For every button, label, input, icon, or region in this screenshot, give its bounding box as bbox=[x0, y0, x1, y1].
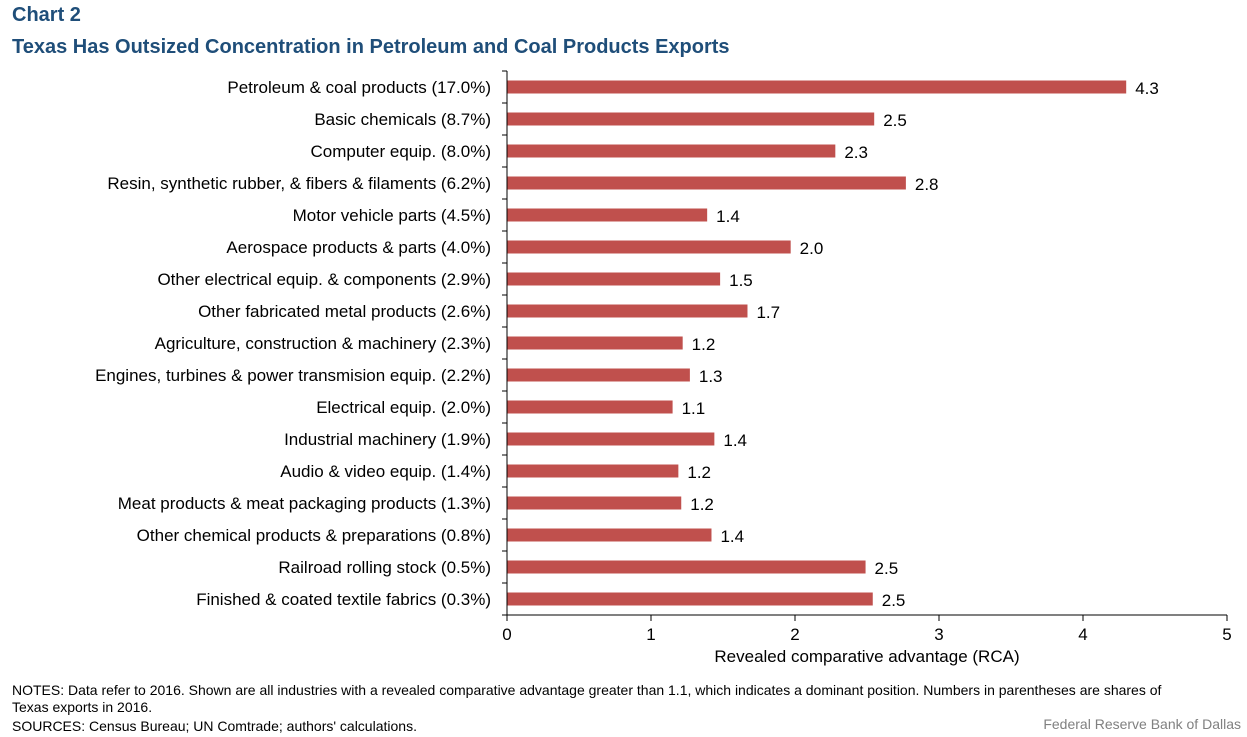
data-label: 2.5 bbox=[875, 559, 899, 578]
bar bbox=[507, 144, 836, 158]
x-tick-label: 0 bbox=[502, 625, 511, 644]
data-label: 1.4 bbox=[720, 527, 744, 546]
chart-label: Chart 2 bbox=[12, 4, 81, 26]
x-tick-label: 1 bbox=[646, 625, 655, 644]
category-label: Finished & coated textile fabrics (0.3%) bbox=[196, 590, 491, 609]
data-label: 1.2 bbox=[687, 463, 711, 482]
data-label: 2.8 bbox=[915, 175, 939, 194]
bar bbox=[507, 496, 682, 510]
chart-title: Texas Has Outsized Concentration in Petr… bbox=[12, 36, 730, 58]
category-label: Industrial machinery (1.9%) bbox=[284, 430, 491, 449]
data-label: 2.0 bbox=[800, 239, 824, 258]
bar bbox=[507, 560, 866, 574]
data-label: 2.5 bbox=[882, 591, 906, 610]
category-label: Basic chemicals (8.7%) bbox=[314, 110, 491, 129]
bar bbox=[507, 112, 875, 126]
category-label: Railroad rolling stock (0.5%) bbox=[278, 558, 491, 577]
data-label: 2.3 bbox=[844, 143, 868, 162]
bar bbox=[507, 368, 690, 382]
sources: SOURCES: Census Bureau; UN Comtrade; aut… bbox=[12, 718, 417, 734]
data-label: 1.4 bbox=[716, 207, 740, 226]
bar bbox=[507, 304, 748, 318]
bar bbox=[507, 432, 715, 446]
bar bbox=[507, 176, 906, 190]
bar bbox=[507, 336, 683, 350]
category-label: Computer equip. (8.0%) bbox=[311, 142, 491, 161]
bar bbox=[507, 208, 708, 222]
category-label: Meat products & meat packaging products … bbox=[118, 494, 491, 513]
data-label: 1.7 bbox=[756, 303, 780, 322]
data-label: 1.5 bbox=[729, 271, 753, 290]
category-label: Aerospace products & parts (4.0%) bbox=[226, 238, 491, 257]
category-label: Agriculture, construction & machinery (2… bbox=[155, 334, 491, 353]
x-tick-label: 3 bbox=[934, 625, 943, 644]
category-label: Resin, synthetic rubber, & fibers & fila… bbox=[107, 174, 491, 193]
data-label: 2.5 bbox=[883, 111, 907, 130]
category-label: Petroleum & coal products (17.0%) bbox=[227, 78, 491, 97]
data-label: 1.1 bbox=[682, 399, 706, 418]
category-label: Audio & video equip. (1.4%) bbox=[280, 462, 491, 481]
category-label: Other electrical equip. & components (2.… bbox=[157, 270, 491, 289]
data-label: 1.3 bbox=[699, 367, 723, 386]
data-label: 1.4 bbox=[723, 431, 747, 450]
category-label: Motor vehicle parts (4.5%) bbox=[293, 206, 491, 225]
category-label: Engines, turbines & power transmision eq… bbox=[95, 366, 491, 385]
bar bbox=[507, 240, 791, 254]
category-label: Other chemical products & preparations (… bbox=[137, 526, 491, 545]
data-label: 4.3 bbox=[1135, 79, 1159, 98]
x-tick-label: 5 bbox=[1222, 625, 1231, 644]
x-axis-title: Revealed comparative advantage (RCA) bbox=[714, 647, 1019, 666]
bar bbox=[507, 592, 873, 606]
credit: Federal Reserve Bank of Dallas bbox=[1043, 716, 1241, 732]
notes: NOTES: Data refer to 2016. Shown are all… bbox=[12, 682, 1162, 715]
bar bbox=[507, 80, 1127, 94]
data-label: 1.2 bbox=[690, 495, 714, 514]
bar bbox=[507, 464, 679, 478]
bar bbox=[507, 272, 721, 286]
x-tick-label: 2 bbox=[790, 625, 799, 644]
bar bbox=[507, 528, 712, 542]
x-tick-label: 4 bbox=[1078, 625, 1087, 644]
bar bbox=[507, 400, 673, 414]
category-label: Other fabricated metal products (2.6%) bbox=[198, 302, 491, 321]
data-label: 1.2 bbox=[692, 335, 716, 354]
category-label: Electrical equip. (2.0%) bbox=[316, 398, 491, 417]
